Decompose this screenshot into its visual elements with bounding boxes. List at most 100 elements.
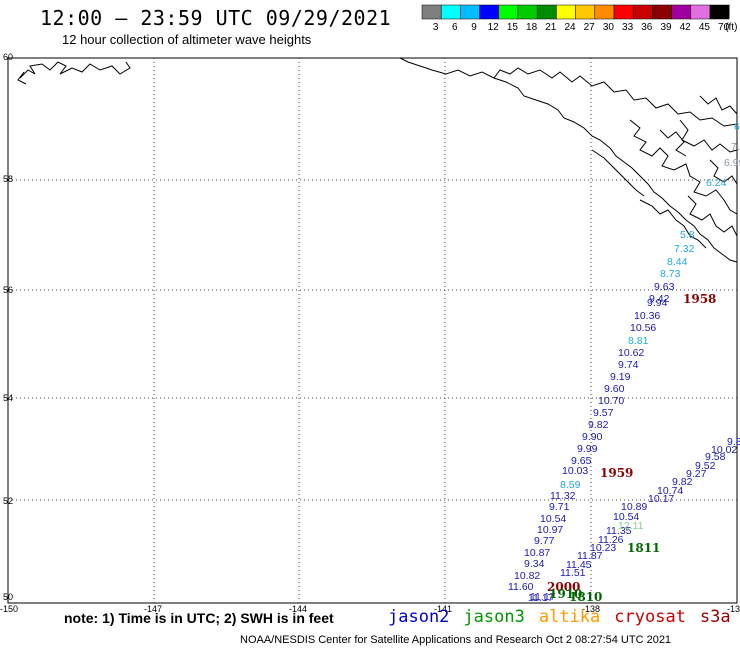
page-subtitle: 12 hour collection of altimeter wave hei…: [62, 32, 312, 47]
color-swatch: [421, 4, 442, 20]
color-scale-legend: 3 6 9 12 15 18 21 24 27 30 33 36 39 42 45 70(ft): [421, 4, 737, 33]
credit-line: NOAA/NESDIS Center for Satellite Applica…: [240, 634, 672, 646]
wave-height-value: 6.24: [706, 177, 727, 189]
pass-time-label: 1958: [683, 292, 716, 306]
wave-height-value: 9.60: [604, 383, 625, 395]
wave-height-value: 9.82: [672, 476, 693, 488]
wave-height-value: 9.34: [524, 558, 545, 570]
wave-height-value: 11.35: [606, 525, 632, 537]
wave-height-value: 9.19: [610, 371, 631, 383]
x-tick-label: -150: [0, 604, 18, 614]
satellite-label-jason3: jason3: [463, 607, 525, 627]
wave-height-value: 10.02: [711, 444, 737, 456]
wave-height-value: 9.57: [593, 407, 614, 419]
wave-height-value: 11.26: [598, 534, 624, 546]
wave-height-value: 10.56: [630, 322, 656, 334]
color-scale-label: 36: [641, 22, 653, 33]
wave-height-value: 9.71: [549, 501, 570, 513]
wave-height-value: 11.45: [566, 559, 592, 571]
wave-height-value: 10.89: [621, 501, 647, 513]
pass-time-label: 1910: [549, 587, 582, 601]
wave-height-value: 9.94: [647, 297, 668, 309]
misc-track-values: 12.11 11.17: [528, 520, 644, 604]
satellite-legend: jason2 jason3 altika cryosat s3a: [388, 607, 731, 627]
color-swatch: [613, 4, 634, 20]
wave-height-value: 10.36: [634, 310, 660, 322]
color-swatch: [690, 4, 711, 20]
color-swatch: [594, 4, 615, 20]
footnote: note: 1) Time is in UTC; 2) SWH is in fe…: [64, 610, 334, 626]
color-scale-label: 39: [660, 22, 672, 33]
wave-height-value: 9.82: [588, 419, 609, 431]
wave-height-value: 10.54: [613, 511, 639, 523]
wave-height-value: 8.44: [667, 256, 688, 268]
color-scale-label: 9: [471, 22, 477, 33]
wave-height-value: 9.27: [686, 468, 707, 480]
wave-height-value: 12.11: [618, 520, 644, 532]
color-swatch: [517, 4, 538, 20]
wave-height-value: 10.17: [648, 493, 674, 505]
wave-height-value: 10.54: [540, 513, 566, 525]
plot-frame: [7, 57, 738, 604]
wave-height-value: 11.51: [560, 567, 586, 579]
jason2-track-values: 11.1711.6010.829.3410.879.7710.9710.549.…: [508, 229, 695, 603]
wave-height-value: 9.8: [727, 436, 740, 448]
color-swatch: [632, 4, 653, 20]
page-title: 12:00 – 23:59 UTC 09/29/2021: [40, 6, 392, 30]
color-swatch: [709, 4, 730, 20]
y-tick-label: 56: [3, 285, 13, 295]
wave-height-value: 10.74: [657, 485, 683, 497]
color-scale-label: 3: [433, 22, 439, 33]
wave-height-value: 11.17: [530, 591, 556, 603]
wave-height-value: 10.23: [590, 542, 616, 554]
color-swatch: [556, 4, 576, 20]
wave-height-value: 8.59: [560, 479, 581, 491]
wave-height-value: 9.90: [582, 431, 603, 443]
axis-labels: -150 -147 -144 -141 -138 -13 50 52 54 56…: [0, 52, 740, 614]
x-tick-label: -147: [144, 604, 162, 614]
color-scale-label: 15: [507, 22, 519, 33]
wave-height-value: 10.03: [562, 465, 588, 477]
y-tick-label: 54: [3, 393, 13, 403]
color-swatch: [498, 4, 519, 20]
satellite-label-altika: altika: [538, 607, 601, 627]
x-tick-label: -138: [582, 604, 600, 614]
wave-height-value: 8.73: [660, 268, 681, 280]
wave-height-value: 9.52: [695, 460, 716, 472]
wave-height-value: 8.81: [628, 335, 649, 347]
color-swatch: [575, 4, 596, 20]
y-tick-label: 58: [3, 174, 13, 184]
wave-height-value: 9.63: [654, 281, 675, 293]
color-scale-label: 33: [622, 22, 634, 33]
satellite-label-cryosat: cryosat: [614, 607, 686, 627]
wave-height-value: 11.87: [577, 550, 603, 562]
color-swatch: [460, 4, 480, 20]
pass-time-label: 1959: [600, 466, 633, 480]
color-scale-label: 12: [488, 22, 500, 33]
wave-height-value: 9.42: [649, 293, 670, 305]
wave-height-value: 6.99: [724, 157, 740, 169]
x-tick-label: -144: [289, 604, 307, 614]
wave-height-value: 9.65: [571, 455, 592, 467]
color-scale-label: 24: [564, 22, 576, 33]
wave-height-value: 9.77: [534, 535, 555, 547]
x-tick-label: -141: [434, 604, 452, 614]
pass-time-label: 2000: [547, 580, 580, 594]
y-tick-label: 60: [3, 52, 13, 62]
color-swatch: [671, 4, 692, 20]
wave-height-value: 10.87: [524, 547, 550, 559]
wave-height-value: 10.62: [618, 347, 644, 359]
color-scale-label: 42: [680, 22, 692, 33]
coastline: [17, 57, 738, 263]
color-swatch: [440, 4, 461, 20]
wave-height-value: 10.97: [537, 524, 563, 536]
coastal-track-values: 6 7.2 6.99 6.24: [706, 121, 740, 189]
color-scale-label: 45: [699, 22, 711, 33]
wave-height-value: 11.17: [528, 592, 554, 604]
color-swatch: [652, 4, 672, 20]
wave-height-value: 5.8: [680, 229, 695, 241]
satellite-label-jason2: jason2: [388, 607, 450, 627]
